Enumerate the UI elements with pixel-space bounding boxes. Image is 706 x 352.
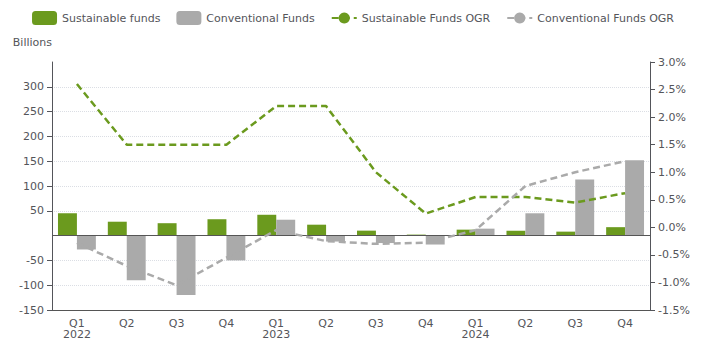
svg-text:Q3: Q3 (169, 317, 185, 330)
svg-text:-50: -50 (26, 254, 44, 267)
svg-text:Sustainable Funds OGR: Sustainable Funds OGR (362, 12, 491, 25)
svg-text:Q4: Q4 (418, 317, 434, 330)
svg-text:Q4: Q4 (219, 317, 235, 330)
svg-text:150: 150 (23, 155, 44, 168)
svg-text:0.5%: 0.5% (658, 193, 686, 206)
svg-text:1.0%: 1.0% (658, 166, 686, 179)
svg-text:-150: -150 (19, 304, 44, 317)
svg-text:Q2: Q2 (518, 317, 534, 330)
svg-text:2.5%: 2.5% (658, 83, 686, 96)
svg-text:2023: 2023 (262, 328, 290, 341)
svg-text:-1.0%: -1.0% (658, 276, 690, 289)
svg-text:2.0%: 2.0% (658, 111, 686, 124)
svg-text:Q4: Q4 (617, 317, 633, 330)
svg-text:2024: 2024 (462, 328, 490, 341)
svg-text:Q2: Q2 (119, 317, 135, 330)
svg-text:3.0%: 3.0% (658, 56, 686, 69)
svg-text:300: 300 (23, 80, 44, 93)
svg-text:Q1: Q1 (69, 317, 85, 330)
svg-text:-0.5%: -0.5% (658, 248, 690, 261)
svg-text:Q2: Q2 (318, 317, 334, 330)
svg-text:0.0%: 0.0% (658, 221, 686, 234)
svg-text:100: 100 (23, 180, 44, 193)
svg-text:-1.5%: -1.5% (658, 304, 690, 317)
svg-text:Conventional Funds OGR: Conventional Funds OGR (537, 12, 674, 25)
svg-text:Q1: Q1 (268, 317, 285, 330)
svg-text:Sustainable funds: Sustainable funds (62, 12, 161, 25)
svg-text:50: 50 (30, 204, 44, 217)
svg-text:-100: -100 (19, 279, 44, 292)
svg-text:250: 250 (23, 105, 44, 118)
svg-text:2022: 2022 (63, 328, 91, 341)
svg-text:Q3: Q3 (567, 317, 583, 330)
svg-text:Conventional Funds: Conventional Funds (206, 12, 315, 25)
svg-text:Q3: Q3 (368, 317, 384, 330)
svg-text:200: 200 (23, 130, 44, 143)
svg-text:Q1: Q1 (467, 317, 484, 330)
svg-text:1.5%: 1.5% (658, 138, 686, 151)
svg-text:Billions: Billions (13, 36, 52, 49)
